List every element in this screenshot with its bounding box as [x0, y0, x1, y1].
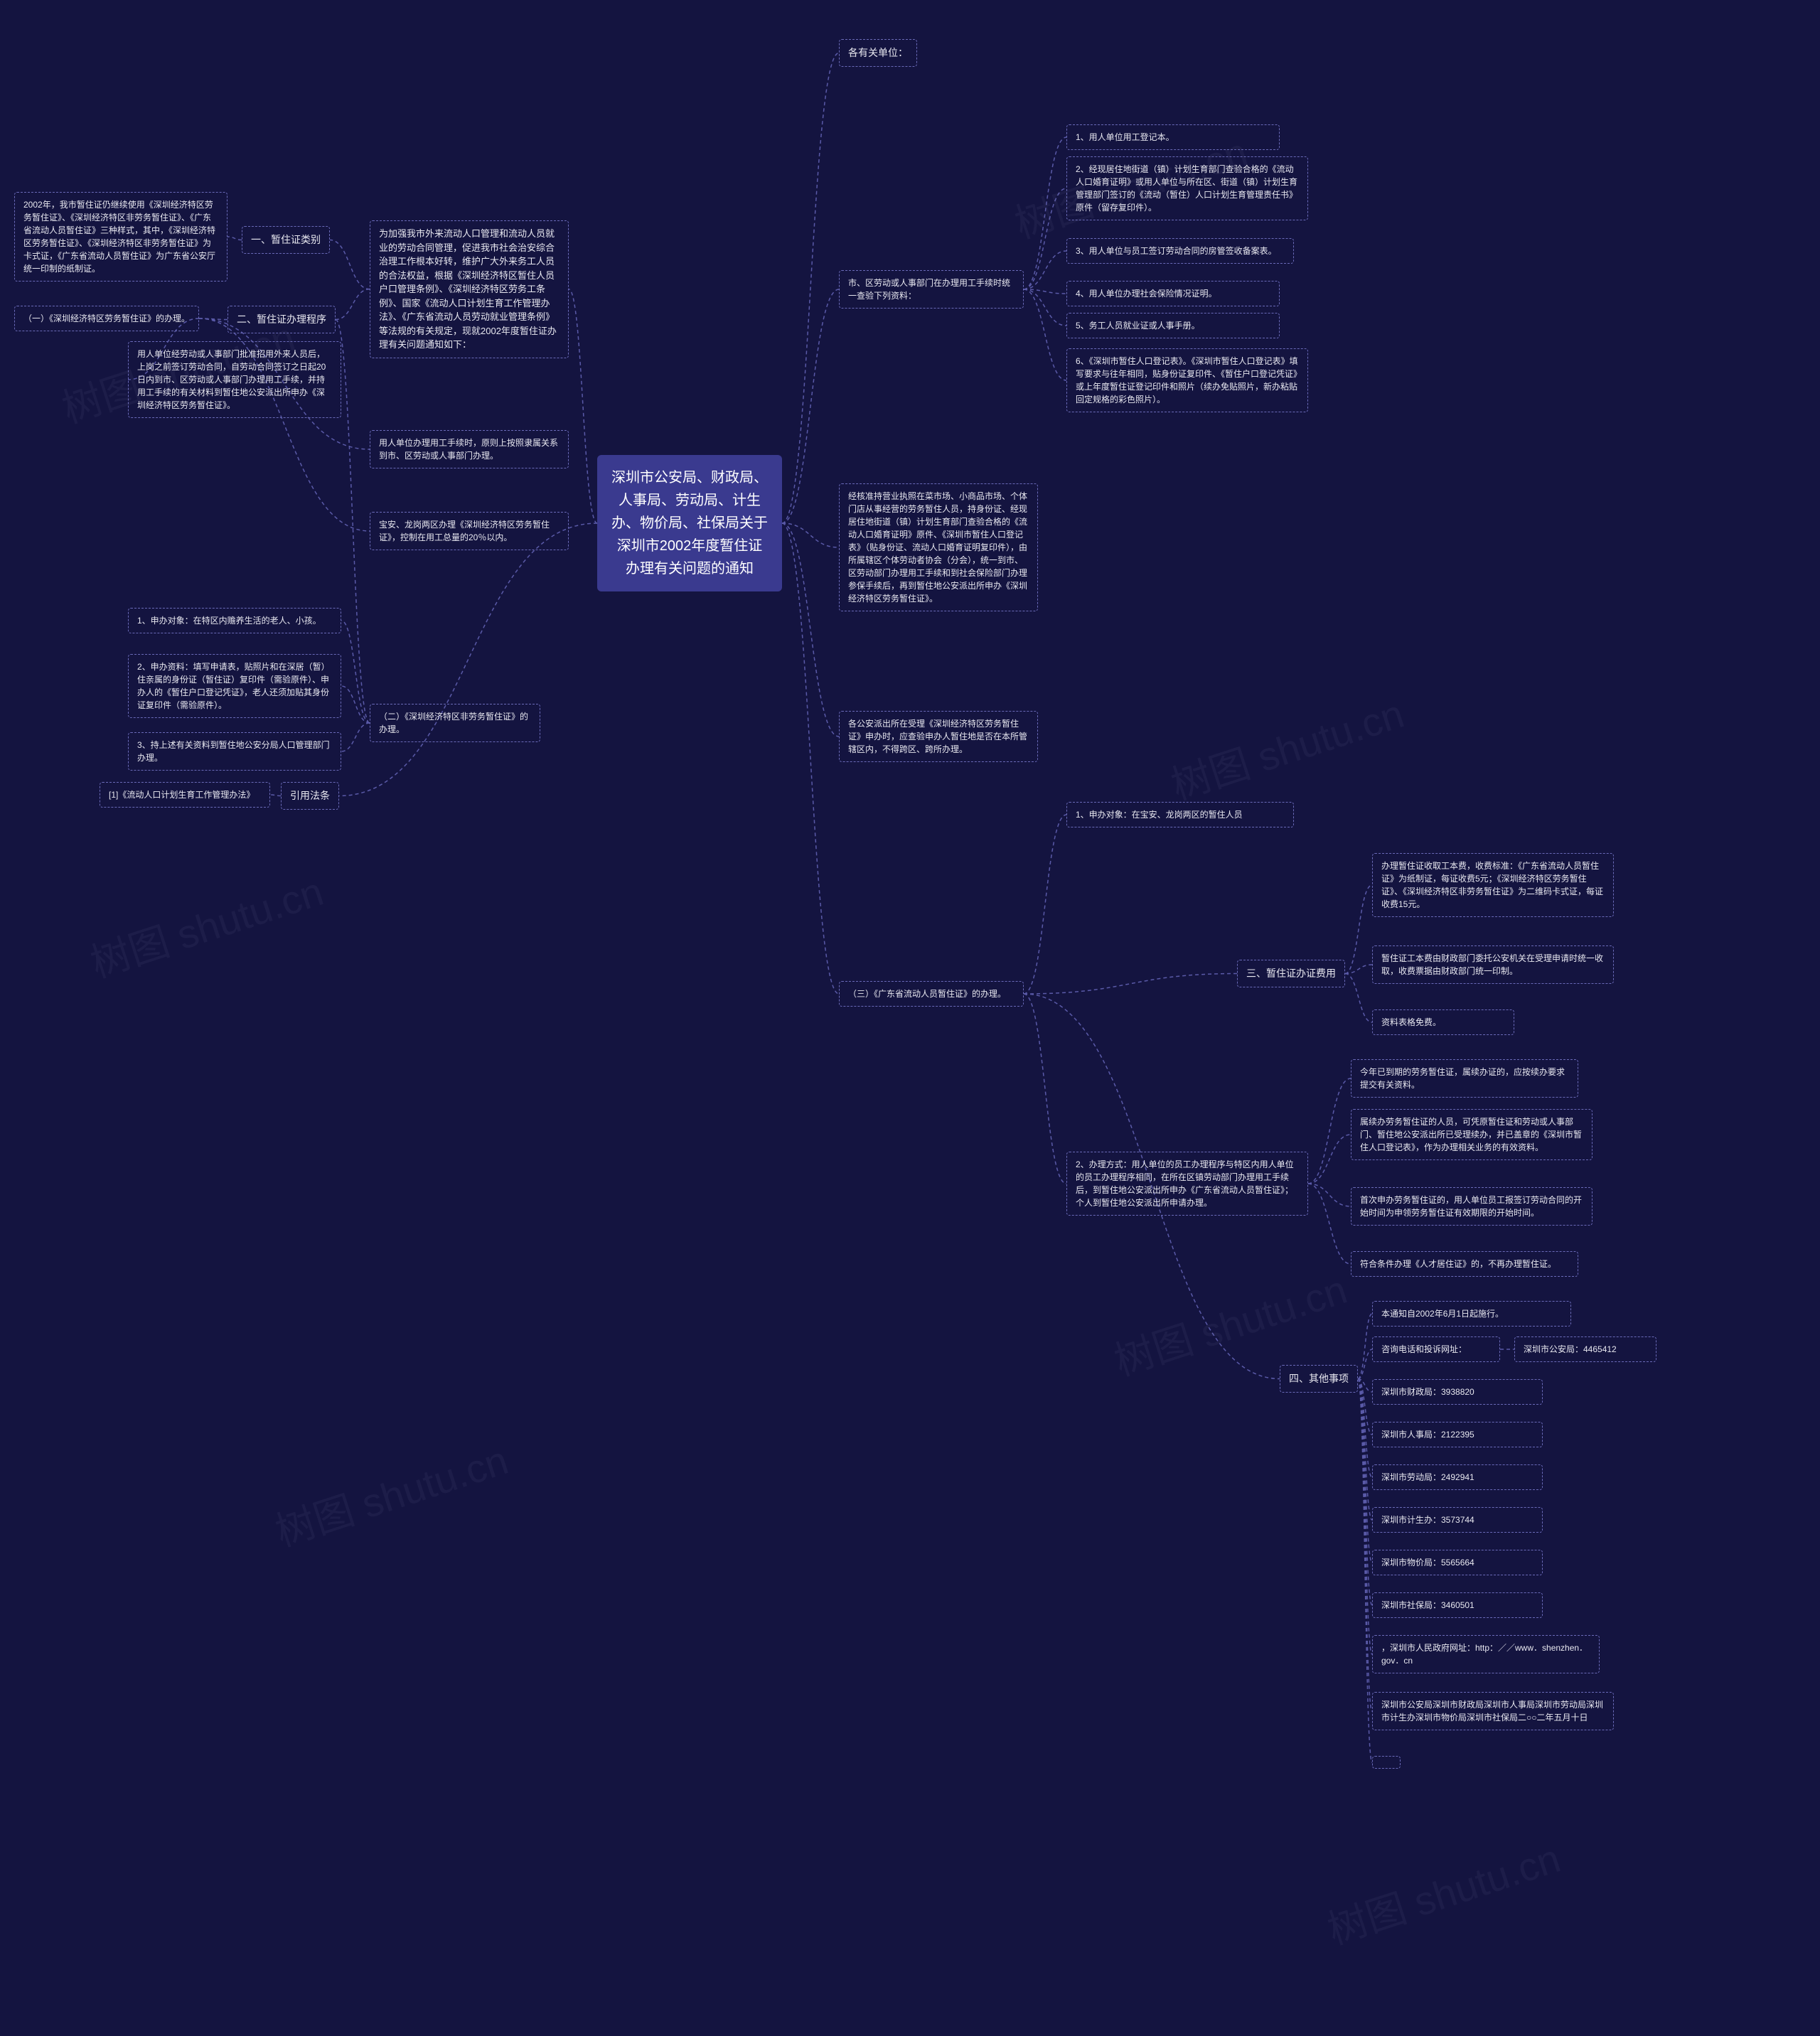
connector [1308, 1135, 1351, 1184]
mindmap-node [1372, 1756, 1401, 1769]
mindmap-node: 6、《深圳市暂住人口登记表》。《深圳市暂住人口登记表》填写要求与往年相同，贴身份… [1066, 348, 1308, 412]
connector [1358, 1379, 1372, 1763]
connector [1024, 188, 1066, 289]
mindmap-node: 办理暂住证收取工本费，收费标准：《广东省流动人员暂住证》为纸制证，每证收费5元；… [1372, 853, 1614, 917]
connector [782, 53, 839, 524]
mindmap-node: 4、用人单位办理社会保险情况证明。 [1066, 281, 1280, 306]
mindmap-node: 1、申办对象：在宝安、龙岗两区的暂住人员 [1066, 802, 1294, 827]
mindmap-node: 5、务工人员就业证或人事手册。 [1066, 313, 1280, 338]
mindmap-node: 深圳市公安局：4465412 [1514, 1336, 1656, 1362]
mindmap-node: [1]《流动人口计划生育工作管理办法》 [100, 782, 270, 808]
connector [1308, 1184, 1351, 1206]
connector [782, 523, 839, 736]
connector [330, 240, 370, 289]
mindmap-node: 深圳市社保局：3460501 [1372, 1592, 1543, 1618]
mindmap-node: （三）《广东省流动人员暂住证》的办理。 [839, 981, 1024, 1007]
mindmap-node: 三、暂住证办证费用 [1237, 960, 1345, 987]
connector [1024, 974, 1237, 995]
connector [1358, 1379, 1372, 1712]
connector [1024, 994, 1066, 1184]
connector [782, 523, 839, 994]
connector [1308, 1184, 1351, 1264]
mindmap-node: 3、用人单位与员工签订劳动合同的房管签收备案表。 [1066, 238, 1294, 264]
connector [1024, 137, 1066, 289]
mindmap-node: 深圳市人事局：2122395 [1372, 1422, 1543, 1447]
watermark: 树图 shutu.cn [1320, 1827, 1567, 1956]
mindmap-node: 经核准持营业执照在菜市场、小商品市场、个体门店从事经营的劳务暂住人员，持身份证、… [839, 483, 1038, 611]
mindmap-node: 2002年，我市暂住证仍继续使用《深圳经济特区劳务暂住证》、《深圳经济特区非劳务… [14, 192, 228, 282]
connector [569, 289, 597, 523]
mindmap-node: 首次申办劳务暂住证的，用人单位员工报签订劳动合同的开始时间为申领劳务暂住证有效期… [1351, 1187, 1592, 1226]
mindmap-node: （一）《深圳经济特区劳务暂住证》的办理。 [14, 306, 199, 331]
connector [341, 686, 370, 723]
mindmap-node: 用人单位办理用工手续时，原则上按照隶属关系到市、区劳动或人事部门办理。 [370, 430, 569, 468]
watermark: 树图 shutu.cn [267, 1429, 515, 1558]
mindmap-node: 今年已到期的劳务暂住证，属续办证的，应按续办要求提交有关资料。 [1351, 1059, 1578, 1098]
mindmap-node: 四、其他事项 [1280, 1365, 1358, 1393]
connector [1024, 289, 1066, 326]
connector [341, 723, 370, 751]
mindmap-node: 资料表格免费。 [1372, 1009, 1514, 1035]
mindmap-node: 用人单位经劳动或人事部门批准招用外来人员后，上岗之前签订劳动合同，自劳动合同签订… [128, 341, 341, 418]
connector [782, 523, 839, 547]
mindmap-node: 2、申办资料：填写申请表，贴照片和在深居（暂）住亲属的身份证（暂住证）复印件（需… [128, 654, 341, 718]
connector [341, 621, 370, 723]
connector [228, 237, 242, 240]
mindmap-node: 宝安、龙岗两区办理《深圳经济特区劳务暂住证》，控制在用工总量的20％以内。 [370, 512, 569, 550]
connector [270, 795, 281, 796]
mindmap-node: ，深圳市人民政府网址：http：／／www．shenzhen．gov．cn [1372, 1635, 1600, 1673]
connector [1345, 974, 1372, 1023]
mindmap-node: 为加强我市外来流动人口管理和流动人员就业的劳动合同管理，促进我市社会治安综合治理… [370, 220, 569, 358]
connector [1024, 251, 1066, 289]
connector [339, 523, 597, 796]
mindmap-node: 各有关单位： [839, 39, 917, 67]
mindmap-node: 深圳市公安局深圳市财政局深圳市人事局深圳市劳动局深圳市计生办深圳市物价局深圳市社… [1372, 1692, 1614, 1730]
mindmap-node: 属续办劳务暂住证的人员，可凭原暂住证和劳动或人事部门、暂住地公安派出所已受理续办… [1351, 1109, 1592, 1160]
mindmap-node: 深圳市财政局：3938820 [1372, 1379, 1543, 1405]
connector [1345, 885, 1372, 974]
mindmap-node: 各公安派出所在受理《深圳经济特区劳务暂住证》申办时，应查验申办人暂住地是否在本所… [839, 711, 1038, 762]
mindmap-node: 1、申办对象：在特区内赡养生活的老人、小孩。 [128, 608, 341, 633]
connector [1358, 1314, 1372, 1379]
watermark: 树图 shutu.cn [82, 860, 330, 990]
mindmap-node: 本通知自2002年6月1日起施行。 [1372, 1301, 1571, 1327]
watermark: 树图 shutu.cn [1163, 682, 1410, 812]
mindmap-node: 引用法条 [281, 782, 339, 810]
connector [1358, 1379, 1372, 1563]
mindmap-node: 咨询电话和投诉网址： [1372, 1336, 1500, 1362]
mindmap-node: 2、经现居住地街道（镇）计划生育部门查验合格的《流动人口婚育证明》或用人单位与所… [1066, 156, 1308, 220]
connector [1358, 1349, 1372, 1379]
connector [1024, 289, 1066, 294]
connector [1024, 815, 1066, 994]
mindmap-node: 深圳市劳动局：2492941 [1372, 1464, 1543, 1490]
mindmap-node: 暂住证工本费由财政部门委托公安机关在受理申请时统一收取，收费票据由财政部门统一印… [1372, 945, 1614, 984]
mindmap-node: 一、暂住证类别 [242, 226, 330, 254]
mindmap-node: 深圳市公安局、财政局、人事局、劳动局、计生办、物价局、社保局关于深圳市2002年… [597, 455, 782, 591]
mindmap-node: 市、区劳动或人事部门在办理用工手续时统一查验下列资料： [839, 270, 1024, 309]
connector [336, 289, 370, 320]
connector [1024, 289, 1066, 380]
mindmap-node: （二）《深圳经济特区非劳务暂住证》的办理。 [370, 704, 540, 742]
connector [1358, 1379, 1372, 1435]
mindmap-node: 深圳市计生办：3573744 [1372, 1507, 1543, 1533]
connector [1345, 965, 1372, 974]
connector [1308, 1078, 1351, 1184]
connector [782, 289, 839, 523]
connector [1358, 1379, 1372, 1478]
mindmap-node: 符合条件办理《人才居住证》的，不再办理暂住证。 [1351, 1251, 1578, 1277]
connector [1358, 1379, 1372, 1655]
connector [1358, 1379, 1372, 1521]
mindmap-node: 1、用人单位用工登记本。 [1066, 124, 1280, 150]
mindmap-node: 二、暂住证办理程序 [228, 306, 336, 333]
connector [199, 318, 228, 320]
connector [1358, 1379, 1372, 1606]
connector [1358, 1379, 1372, 1393]
mindmap-node: 3、持上述有关资料到暂住地公安分局人口管理部门办理。 [128, 732, 341, 771]
mindmap-node: 深圳市物价局：5565664 [1372, 1550, 1543, 1575]
mindmap-node: 2、办理方式：用人单位的员工办理程序与特区内用人单位的员工办理程序相同，在所在区… [1066, 1152, 1308, 1216]
